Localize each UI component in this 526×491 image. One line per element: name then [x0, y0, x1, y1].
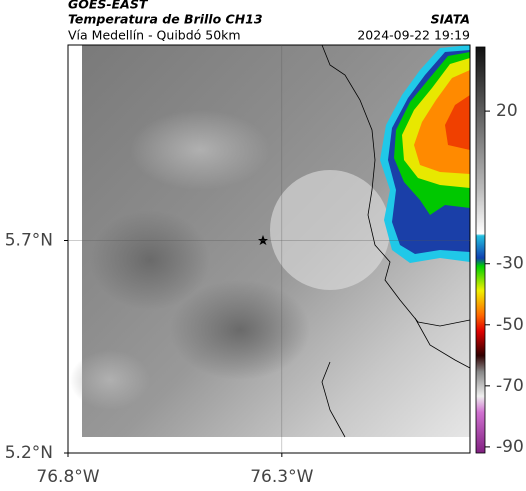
colorbar-tick-label: -30	[496, 254, 524, 274]
region: Vía Medellín - Quibdó 50km	[68, 28, 241, 43]
x-tick-label: 76.3°W	[250, 467, 313, 487]
colorbar-tick-label: 20	[496, 101, 518, 121]
colorbar	[475, 46, 486, 454]
map-frame	[67, 44, 471, 454]
station-marker	[258, 235, 268, 245]
subtitle: Temperatura de Brillo CH13	[68, 12, 263, 27]
colorbar-tick-label: -50	[496, 315, 524, 335]
title: GOES-EAST	[68, 0, 149, 12]
y-tick-label: 5.2°N	[5, 443, 53, 463]
x-tick-label: 76.8°W	[36, 467, 99, 487]
y-tick-label: 5.7°N	[5, 231, 53, 251]
map-image	[70, 45, 470, 437]
source: SIATA	[431, 12, 470, 27]
timestamp: 2024-09-22 19:19	[357, 28, 470, 43]
colorbar-tick-label: -90	[496, 437, 524, 457]
colorbar-tick-label: -70	[496, 376, 524, 396]
coastlines	[321, 44, 471, 438]
